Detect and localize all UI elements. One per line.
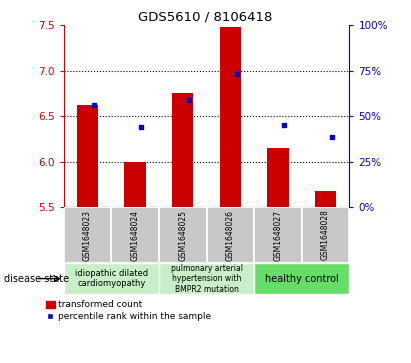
Text: GSM1648026: GSM1648026	[226, 209, 235, 261]
Bar	[159, 207, 206, 263]
Bar	[172, 93, 194, 207]
Bar	[302, 207, 349, 263]
Text: GSM1648023: GSM1648023	[83, 209, 92, 261]
Text: GSM1648024: GSM1648024	[131, 209, 140, 261]
Legend: transformed count, percentile rank within the sample: transformed count, percentile rank withi…	[46, 300, 211, 321]
Bar	[219, 27, 241, 207]
Bar	[125, 162, 146, 207]
Text: healthy control: healthy control	[265, 274, 339, 284]
Bar	[267, 148, 289, 207]
Text: GDS5610 / 8106418: GDS5610 / 8106418	[139, 11, 272, 24]
Text: GSM1648028: GSM1648028	[321, 209, 330, 261]
Text: GSM1648027: GSM1648027	[273, 209, 282, 261]
Bar	[64, 263, 159, 294]
Bar	[254, 263, 349, 294]
Bar	[77, 105, 98, 207]
Text: GSM1648025: GSM1648025	[178, 209, 187, 261]
Bar	[315, 192, 336, 207]
Bar	[159, 263, 254, 294]
Bar	[64, 207, 111, 263]
Text: disease state: disease state	[4, 274, 69, 284]
Text: pulmonary arterial
hypertension with
BMPR2 mutation: pulmonary arterial hypertension with BMP…	[171, 264, 242, 294]
Text: idiopathic dilated
cardiomyopathy: idiopathic dilated cardiomyopathy	[75, 269, 148, 288]
Bar	[254, 207, 302, 263]
Bar	[206, 207, 254, 263]
Bar	[111, 207, 159, 263]
